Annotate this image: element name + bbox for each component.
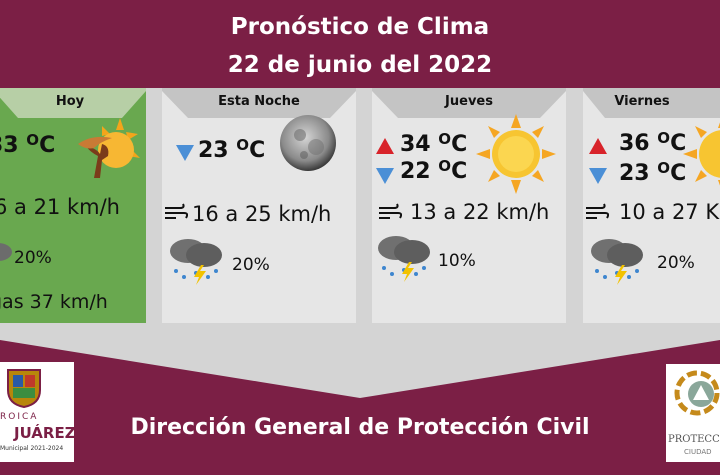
card-header-chevron [372,88,566,118]
rain-probability: 20% [657,253,695,273]
page-title: Pronóstico de Clima [230,14,490,40]
rain-probability: 20% [232,255,270,275]
wind-icon [379,203,402,219]
proteccion-civil-logo: PROTECCI CIUDAD [666,364,720,462]
card-header-chevron [583,88,720,118]
arrow-up-icon [376,138,394,154]
card-label: Viernes [614,94,670,109]
logo-text-small: Municipal 2021-2024 [0,445,64,452]
thunderstorm-icon [170,239,222,285]
temp-high: 34 OC [400,130,468,157]
logo-text-main: PROTECCI [668,434,720,445]
rain-probability: 20% [14,248,52,268]
logo-text-small: CIUDAD [684,448,712,456]
proteccion-civil-emblem-icon [674,370,720,416]
wind-speed: 10 a 27 K [619,200,720,224]
forecast-card-hoy: Hoy 33 OC 6 a 21 km/h 20% gas 37 km/h [0,88,146,323]
sun-icon [683,122,720,186]
thunderstorm-icon [378,236,430,282]
logo-text-top: ROICA [0,412,39,422]
card-header-chevron [0,88,146,118]
card-label: Hoy [55,94,85,109]
rain-cloud-icon [0,243,12,261]
wind-icon [165,203,188,219]
temp-low: 23 OC [198,136,266,163]
thunderstorm-icon [591,239,643,285]
temp-high: 36 OC [619,129,687,156]
forecast-card-viernes: Viernes 36 OC 23 OC 10 a 27 K 20% [583,88,720,323]
wind-icon [586,203,609,219]
card-label: Jueves [445,94,493,109]
card-label: Esta Noche [218,94,300,109]
wind-speed: 6 a 21 km/h [0,195,120,219]
forecast-card-esta-noche: Esta Noche 23 OC 16 a 25 km/h 20% [162,88,356,323]
wind-speed: 13 a 22 km/h [410,200,550,224]
temp-low: 23 OC [619,159,687,186]
forecast-card-jueves: Jueves 34 OC 22 OC 13 a 22 km/h 10% [372,88,566,323]
page-date: 22 de junio del 2022 [227,52,493,78]
sun-wind-icon [78,118,140,178]
arrow-down-icon [176,145,194,161]
rain-probability: 10% [438,251,476,271]
logo-text-main: JUÁREZ [14,424,76,442]
municipal-logo: ROICA JUÁREZ Municipal 2021-2024 [0,362,76,462]
wind-gusts: gas 37 km/h [0,291,108,313]
temp-low: 22 OC [400,157,468,184]
coat-of-arms-icon [7,369,41,408]
arrow-up-icon [589,138,607,154]
moon-icon [280,115,336,171]
arrow-down-icon [376,168,394,184]
sun-icon [476,114,556,194]
arrow-down-icon [589,168,607,184]
footer-title: Dirección General de Protección Civil [130,415,590,440]
card-header-chevron [162,88,356,118]
temp-high: 33 OC [0,131,56,158]
wind-speed: 16 a 25 km/h [192,202,332,226]
